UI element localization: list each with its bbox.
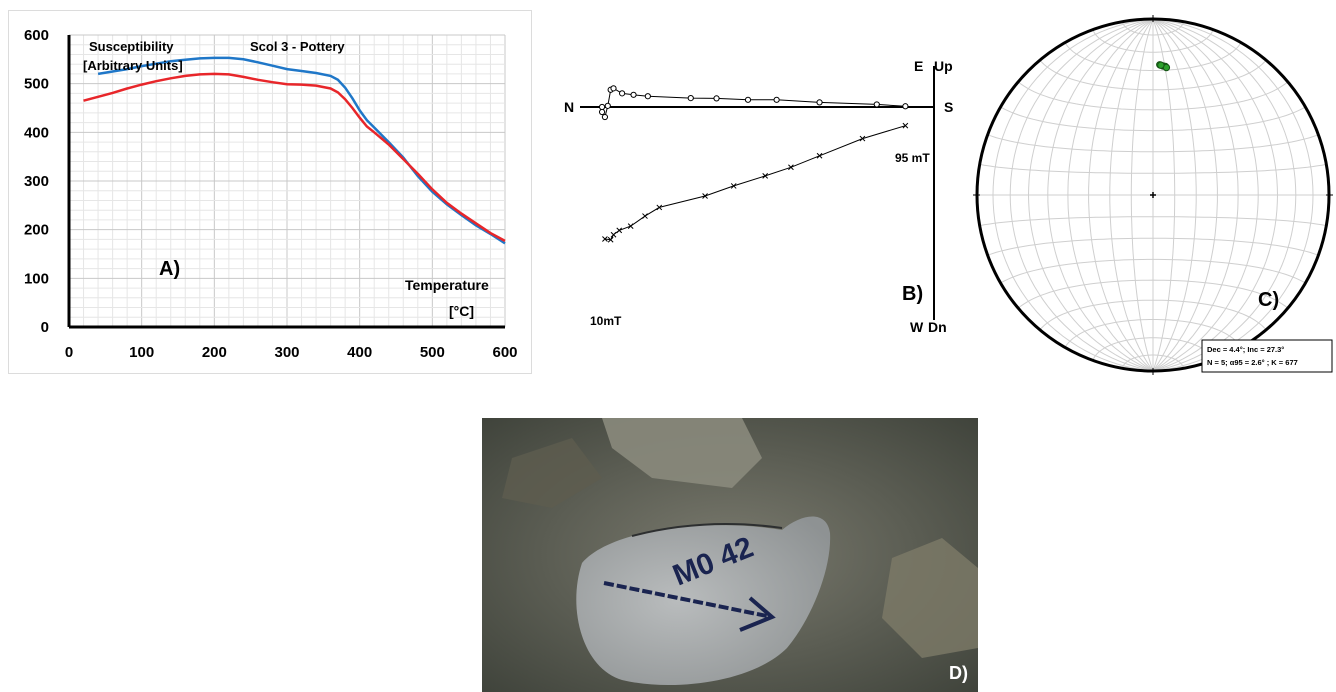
demag-point-horizontal: [687, 95, 694, 102]
y-tick-label: 300: [24, 173, 49, 190]
susceptibility-chart-panel: 0 100 200 300 400 500 600 0 100 200 300 400 500 600 S…: [8, 10, 532, 374]
y-tick-label: 100: [24, 270, 49, 287]
demag-point-horizontal: [873, 101, 880, 108]
direction-points: [1156, 61, 1171, 72]
right-rock: [882, 538, 978, 658]
stats-box: [1201, 339, 1333, 373]
x-tick-label: 0: [65, 344, 73, 361]
demag-point-horizontal: [713, 95, 720, 102]
demag-point-vertical: [816, 152, 823, 159]
direction-point: [1157, 61, 1165, 69]
demag-path-1: [604, 125, 906, 241]
y-tick-label: 400: [24, 124, 49, 141]
y-tick-label: 0: [41, 319, 49, 336]
y-tick-label: 600: [24, 27, 49, 44]
annotation-95mt: 95 mT: [895, 151, 930, 165]
demag-point-vertical: [730, 183, 737, 189]
demag-point-vertical: [602, 236, 608, 242]
x-tick-label: 300: [274, 344, 299, 361]
y-tick-label: 200: [24, 222, 49, 239]
demag-point-horizontal: [604, 102, 611, 109]
x-tick-label: 100: [129, 344, 154, 361]
demag-point-vertical: [788, 164, 794, 171]
demag-point-horizontal: [610, 85, 617, 92]
annotation-10mt: 10mT: [590, 314, 622, 328]
demag-point-vertical: [610, 231, 617, 238]
stereonet-panel: C) Dec = 4.4°; Inc = 27.3° N = 5; α95 = …: [970, 10, 1336, 382]
demag-point-horizontal: [902, 103, 909, 110]
axis-label-up: Up: [934, 58, 953, 74]
orientation-arrow-shaft: [603, 581, 768, 618]
y-tick-label: 500: [24, 76, 49, 93]
x-axis-label: Temperature: [405, 277, 489, 293]
x-axis-unit: [°C]: [449, 303, 474, 319]
demag-point-horizontal: [816, 99, 823, 106]
axis-label-dn: Dn: [928, 319, 947, 335]
series-layer: [83, 56, 506, 245]
demag-point-vertical: [616, 227, 623, 234]
pottery-sherd: [576, 516, 831, 686]
demag-point-horizontal: [630, 91, 637, 98]
x-tick-label: 200: [202, 344, 227, 361]
demag-point-vertical: [656, 204, 663, 211]
demag-point-horizontal: [601, 113, 609, 121]
y-axis-unit: [Arbitrary Units]: [83, 58, 183, 73]
stereonet: C) Dec = 4.4°; Inc = 27.3° N = 5; α95 = …: [973, 15, 1333, 375]
sherd-crack: [631, 523, 783, 537]
axis-label-w: W: [910, 319, 924, 335]
x-tick-label: 500: [420, 344, 445, 361]
axis-label-n: N: [564, 99, 574, 115]
demag-point-vertical: [642, 213, 648, 219]
sample-photo: M0 42 D): [482, 418, 978, 692]
stats-line-1: Dec = 4.4°; Inc = 27.3°: [1207, 345, 1284, 354]
series-line-1: [83, 72, 506, 243]
demag-point-horizontal: [598, 103, 606, 111]
chart-title: Scol 3 - Pottery: [250, 39, 345, 54]
panel-label-c: C): [1258, 289, 1279, 311]
demag-series: [598, 85, 909, 243]
demag-point-vertical: [902, 122, 909, 129]
x-tick-label: 600: [492, 344, 517, 361]
susceptibility-chart: 0 100 200 300 400 500 600 0 100 200 300 400 500 600 S…: [24, 27, 518, 361]
orientation-arrow-head: [739, 596, 776, 632]
panel-label-d: D): [949, 663, 968, 683]
dark-rock: [502, 438, 602, 508]
upper-rock: [602, 418, 762, 488]
demag-point-horizontal: [598, 108, 606, 116]
demag-point-vertical: [607, 236, 614, 243]
net-grid: [977, 19, 1329, 371]
x-tick-label: 400: [347, 344, 372, 361]
demag-point-vertical: [627, 223, 634, 229]
panel-label-a: A): [159, 258, 180, 280]
demag-point-horizontal: [744, 96, 752, 103]
y-axis-label: Susceptibility: [89, 39, 174, 54]
demag-point-horizontal: [644, 93, 651, 100]
series-line-0: [97, 56, 506, 245]
axes: 0 100 200 300 400 500 600 0 100 200 300 400 500 600: [24, 27, 518, 361]
stats-line-2: N = 5; α95 = 2.6° ; K = 677: [1207, 358, 1298, 367]
demag-point-vertical: [859, 135, 866, 142]
demag-point-vertical: [702, 193, 708, 199]
axis-label-s: S: [944, 99, 953, 115]
demag-path-0: [601, 87, 906, 119]
panel-label-b: B): [902, 283, 923, 305]
zijderveld-panel: E Up N S W Dn 95 mT 10mT B): [560, 40, 970, 350]
sample-photo-drawing: M0 42: [482, 418, 978, 692]
zijderveld-diagram: E Up N S W Dn 95 mT 10mT B): [564, 58, 953, 335]
demag-point-vertical: [762, 173, 769, 179]
axis-label-e: E: [914, 58, 923, 74]
demag-point-horizontal: [773, 96, 780, 103]
demag-point-horizontal: [618, 90, 626, 97]
